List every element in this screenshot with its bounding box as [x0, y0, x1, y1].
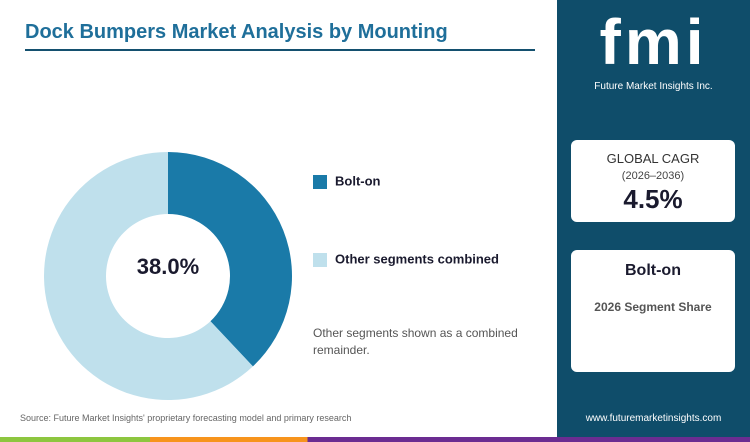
title-rule	[25, 49, 535, 51]
center-label: 38.0%	[137, 254, 199, 279]
legend-swatch	[313, 175, 327, 189]
legend-label: Bolt-on	[335, 173, 381, 188]
chart: Bolt-on Other segments combined 38.0%	[43, 152, 499, 401]
segment-caption: 2026 Segment Share	[594, 300, 712, 314]
footer-strip	[0, 437, 750, 442]
cagr-label: GLOBAL CAGR	[606, 151, 700, 166]
chart-title: Dock Bumpers Market Analysis by Mounting	[25, 21, 448, 43]
legend-swatch	[313, 253, 327, 267]
donut-slice	[43, 152, 253, 401]
note: Other segments shown as a combined remai…	[313, 326, 518, 357]
legend-label: Other segments combined	[335, 251, 499, 266]
segment-card: Bolt-on 2026 Segment Share	[571, 250, 735, 372]
source: Source: Future Market Insights' propriet…	[20, 413, 352, 423]
logo-subtitle: Future Market Insights Inc.	[594, 81, 713, 92]
segment-name: Bolt-on	[625, 262, 681, 279]
url: www.futuremarketinsights.com	[585, 413, 722, 424]
logo: fmi	[599, 6, 708, 78]
cagr-period: (2026–2036)	[621, 170, 685, 182]
cagr-value: 4.5%	[623, 184, 683, 214]
donut-slice	[168, 152, 292, 367]
cagr-card: GLOBAL CAGR (2026–2036) 4.5%	[571, 140, 735, 222]
